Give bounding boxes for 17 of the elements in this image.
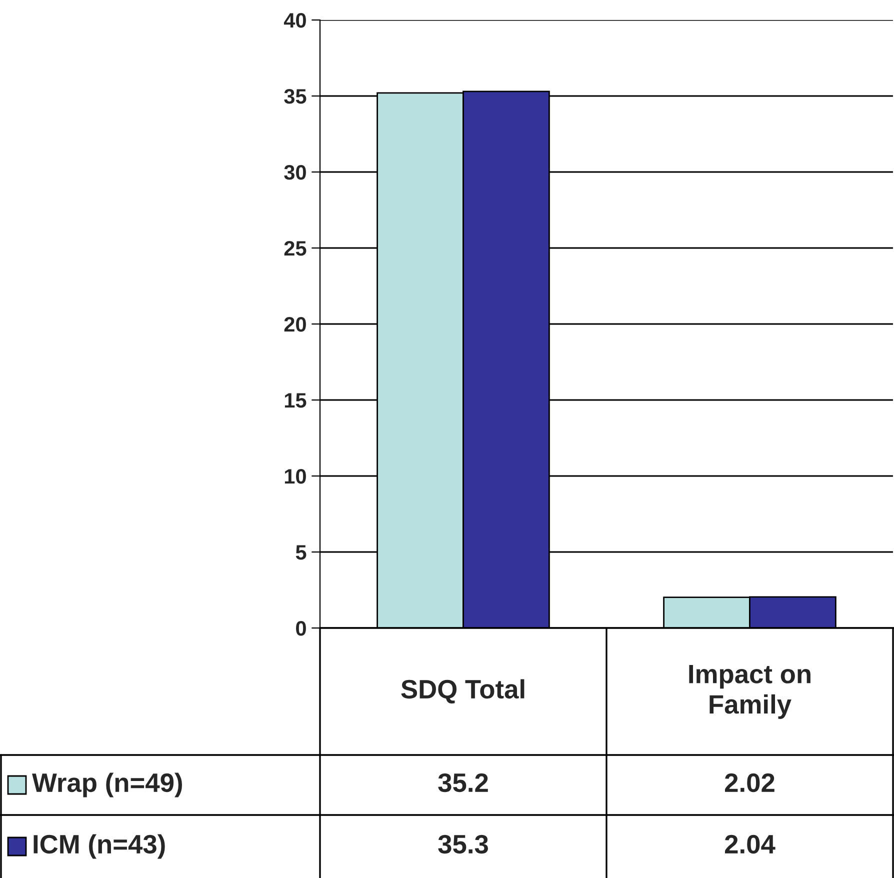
data-label: 35.3: [438, 834, 488, 854]
y-tick-label: 15: [284, 393, 306, 408]
y-tick-label: 25: [284, 241, 306, 256]
y-tick-label: 40: [284, 13, 306, 28]
y-tick-label: 35: [284, 89, 306, 104]
x-tick-label: SDQ Total: [401, 679, 524, 704]
y-tick-label: 0: [296, 621, 306, 636]
data-label: 2.04: [724, 834, 776, 854]
y-tick-label: 5: [296, 545, 306, 560]
legend-label: Wrap (n=49): [32, 772, 182, 798]
legend-label: ICM (n=43): [34, 834, 165, 859]
data-label: 35.2: [438, 773, 488, 792]
data-label: 2.02: [724, 773, 774, 792]
y-tick-label: 20: [284, 317, 306, 332]
y-tick-label: 10: [284, 469, 306, 484]
y-tick-label: 30: [284, 165, 306, 180]
x-tick-label: Impact on Family: [689, 665, 810, 719]
